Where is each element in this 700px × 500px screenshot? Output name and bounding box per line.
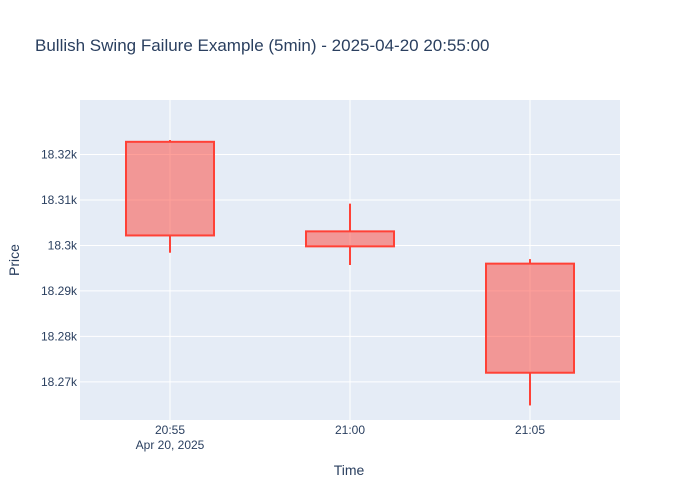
y-tick-label: 18.27k [41,375,78,389]
chart-title: Bullish Swing Failure Example (5min) - 2… [35,36,490,55]
y-tick-label: 18.29k [41,284,78,298]
candle [305,203,395,265]
y-tick-labels: 18.27k 18.28k 18.29k 18.3k 18.31k 18.32k [41,148,78,389]
y-axis-title: Price [6,244,22,276]
y-tick-label: 18.3k [48,238,78,252]
x-tick-date-label: Apr 20, 2025 [136,438,205,452]
candle-body [125,140,215,237]
candle [485,259,575,406]
y-tick-label: 18.31k [41,193,78,207]
candle [125,140,215,253]
candle-body [485,262,575,374]
x-tick-label: 20:55 [155,423,185,437]
x-axis-title: Time [334,462,365,478]
candles [125,140,575,406]
y-tick-label: 18.32k [41,148,78,162]
candle-body [305,230,395,248]
x-tick-label: 21:05 [515,423,545,437]
y-tick-label: 18.28k [41,329,78,343]
x-tick-label: 21:00 [335,423,365,437]
